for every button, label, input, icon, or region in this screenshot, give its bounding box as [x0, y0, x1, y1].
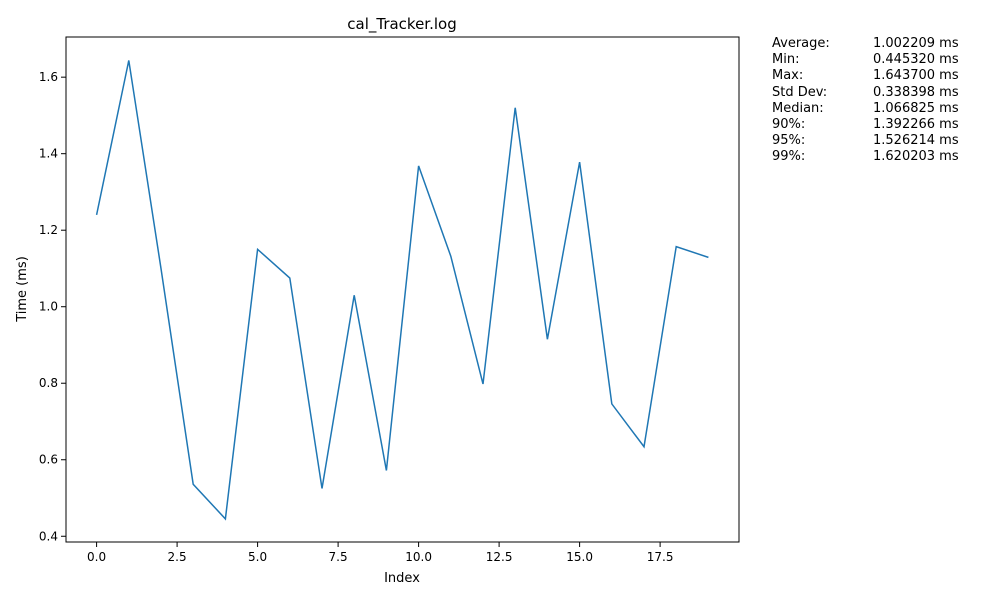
y-tick-label: 0.4: [39, 529, 58, 543]
x-axis-ticks: 0.0 2.5 5.0 7.5 10.0 12.5 15.0 17.5: [87, 542, 673, 564]
x-tick-label: 10.0: [405, 550, 432, 564]
stat-label: Average:: [772, 36, 830, 51]
y-tick-label: 1.4: [39, 147, 58, 161]
y-tick-label: 1.2: [39, 223, 58, 237]
stat-row: Average: 1.002209 ms: [772, 36, 959, 52]
stats-panel: Average: 1.002209 ms Min: 0.445320 ms Max: 1.…: [772, 36, 959, 166]
x-tick-label: 0.0: [87, 550, 106, 564]
x-tick-label: 12.5: [486, 550, 513, 564]
x-axis-label: Index: [384, 571, 420, 586]
y-tick-label: 0.6: [39, 453, 58, 467]
stat-row: 99%: 1.620203 ms: [772, 149, 959, 165]
x-tick-label: 7.5: [329, 550, 348, 564]
y-tick-label: 1.0: [39, 300, 58, 314]
x-tick-label: 5.0: [248, 550, 267, 564]
y-axis-label: Time (ms): [15, 256, 30, 323]
stat-value: 1.066825 ms: [873, 100, 959, 116]
stat-row: Median: 1.066825 ms: [772, 101, 959, 117]
x-tick-label: 15.0: [566, 550, 593, 564]
stat-label: Min:: [772, 52, 800, 68]
plot-area-frame: [65, 36, 740, 543]
stat-row: 95%: 1.526214 ms: [772, 133, 959, 149]
stat-label: Max:: [772, 68, 804, 84]
stat-value: 0.445320 ms: [873, 52, 959, 68]
stat-value: 1.392266 ms: [873, 116, 959, 132]
stat-label: 90%:: [772, 116, 806, 132]
stat-row: Std Dev: 0.338398 ms: [772, 85, 959, 101]
series-line: [95, 60, 709, 521]
x-tick-label: 17.5: [647, 550, 674, 564]
stat-label: 95%:: [772, 133, 806, 149]
stat-row: Min: 0.445320 ms: [772, 52, 959, 68]
y-tick-label: 1.6: [39, 70, 58, 84]
stat-label: 99%:: [772, 149, 806, 165]
stat-value: 1.002209 ms: [873, 36, 959, 51]
stat-row: Max: 1.643700 ms: [772, 68, 959, 84]
chart-title: cal_Tracker.log: [347, 15, 456, 34]
x-tick-label: 2.5: [168, 550, 187, 564]
stat-row: 90%: 1.392266 ms: [772, 117, 959, 133]
y-axis-ticks: 0.4 0.6 0.8 1.0 1.2 1.4 1.6: [39, 70, 66, 543]
stat-value: 1.526214 ms: [873, 133, 959, 149]
stat-value: 0.338398 ms: [873, 84, 959, 100]
stat-value: 1.643700 ms: [873, 68, 959, 84]
y-tick-label: 0.8: [39, 376, 58, 390]
stat-label: Median:: [772, 100, 824, 116]
stat-label: Std Dev:: [772, 84, 828, 100]
stat-value: 1.620203 ms: [873, 149, 959, 165]
